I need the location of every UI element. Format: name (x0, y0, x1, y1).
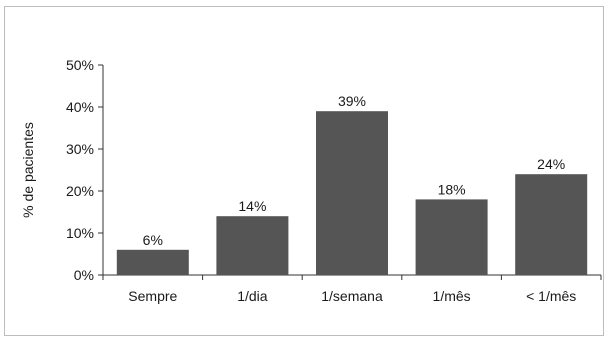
bar (116, 249, 189, 275)
data-label: 6% (143, 232, 163, 248)
chart-frame: 0% 10% 20% 30% 40% 50% 6% Sempre 14% 1/dia 39% 1/s… (4, 6, 604, 336)
chart-bars: 6% Sempre 14% 1/dia 39% 1/semana 18% 1/mês 24% < … (116, 93, 588, 304)
data-label: 14% (238, 198, 266, 214)
x-tick-label: Sempre (128, 288, 177, 304)
data-label: 39% (338, 93, 366, 109)
y-axis-title: % de pacientes (20, 122, 36, 218)
x-tick-label: 1/mês (433, 288, 471, 304)
bar (216, 216, 289, 275)
y-tick-label: 40% (66, 99, 94, 115)
y-tick-label: 10% (66, 225, 94, 241)
x-tick-label: 1/dia (237, 288, 268, 304)
y-tick-label: 50% (66, 57, 94, 73)
y-tick-label: 20% (66, 183, 94, 199)
bar (316, 111, 388, 275)
x-tick-label: 1/semana (321, 288, 383, 304)
y-tick-label: 30% (66, 141, 94, 157)
data-label: 18% (438, 181, 466, 197)
x-tick-label: < 1/mês (526, 288, 576, 304)
bar-chart: 0% 10% 20% 30% 40% 50% 6% Sempre 14% 1/dia 39% 1/s… (20, 57, 602, 304)
data-label: 24% (537, 156, 565, 172)
bar (515, 174, 588, 275)
bar (415, 199, 488, 275)
y-tick-label: 0% (74, 267, 94, 283)
